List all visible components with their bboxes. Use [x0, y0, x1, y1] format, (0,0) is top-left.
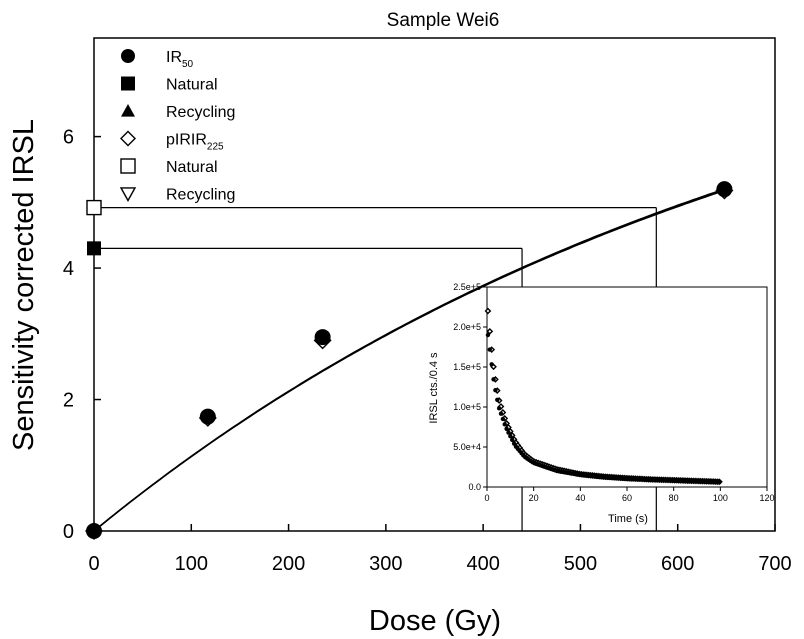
x-axis-label: Dose (Gy) — [369, 605, 501, 637]
inset-y-tick-label: 1.5e+5 — [453, 362, 481, 372]
ir50-point — [716, 181, 733, 198]
inset-ir50-point — [493, 388, 498, 393]
inset-pirir225-point — [484, 307, 492, 315]
inset-ir50-point — [496, 406, 502, 411]
legend-marker — [119, 187, 137, 202]
ir50-natural-point — [87, 241, 101, 256]
legend-label: Recycling — [166, 187, 235, 204]
legend-label: pIRIR225 — [166, 132, 224, 153]
inset-ir50-point — [498, 411, 504, 416]
inset-x-tick-label: 20 — [529, 493, 539, 503]
ir50-point — [86, 523, 102, 539]
inset-ir50-point — [510, 437, 515, 443]
inset-x-tick-label: 100 — [713, 493, 728, 503]
chart-title: Sample Wei6 — [387, 10, 500, 31]
inset-x-tick-label: 40 — [575, 493, 585, 503]
pirir225-natural-point — [86, 199, 102, 216]
legend-marker — [120, 130, 136, 147]
x-tick-label: 200 — [272, 553, 305, 575]
legend-label-text: Natural — [166, 159, 218, 176]
x-tick-label: 100 — [175, 553, 208, 575]
legend: IR50 Natural Recycling pIRIR225 Natural Recyc… — [119, 49, 235, 204]
x-tick-label: 0 — [88, 553, 99, 575]
x-tick-label: 700 — [758, 553, 791, 575]
inset-ir50-point — [502, 422, 507, 427]
x-tick-label: 500 — [564, 553, 597, 575]
fit-curve — [93, 189, 725, 532]
inset-chart: 0 20 40 60 80 100 120 0.0 5.0e+4 1.0e+5 1.5e+5 2.0e… — [428, 282, 775, 525]
x-tick-label: 400 — [466, 553, 499, 575]
x-tick-label: 600 — [661, 553, 694, 575]
y-axis-label: Sensitivity corrected IRSL — [8, 119, 40, 451]
legend-label-text: Recycling — [166, 104, 235, 121]
inset-x-tick-label: 60 — [622, 493, 632, 503]
inset-x-tick-label: 120 — [759, 493, 774, 503]
legend-marker — [121, 104, 135, 117]
inset-ir50-point — [504, 426, 509, 432]
y-tick-label: 6 — [63, 127, 74, 149]
inset-ir50-point — [491, 377, 496, 382]
inset-y-tick-label: 1.0e+5 — [453, 402, 481, 412]
inset-ir50-point — [717, 479, 722, 485]
y-tick-label: 4 — [63, 258, 74, 280]
legend-label: Natural — [166, 77, 218, 94]
y-tick-label: 2 — [63, 390, 74, 412]
inset-x-axis-label: Time (s) — [608, 513, 648, 525]
inset-y-tick-label: 2.0e+5 — [453, 322, 481, 332]
legend-label-text: IR — [166, 49, 182, 66]
legend-label-subscript: 225 — [207, 142, 224, 153]
inset-ir50-point — [495, 397, 500, 402]
ir50-point — [314, 329, 331, 346]
inset-x-tick-label: 0 — [484, 493, 489, 503]
legend-marker — [120, 158, 136, 174]
inset-ir50-point — [485, 332, 491, 338]
legend-label-subscript: 50 — [182, 59, 194, 70]
ir50-point — [199, 408, 216, 425]
inset-ir50-point — [506, 430, 511, 435]
legend-label: IR50 — [166, 49, 194, 70]
inset-ir50-point — [489, 362, 494, 367]
inset-y-tick-label: 5.0e+4 — [453, 442, 481, 452]
legend-marker — [121, 76, 135, 91]
inset-y-tick-label: 0.0 — [468, 482, 481, 492]
legend-label-text: Natural — [166, 77, 218, 94]
y-tick-label: 0 — [63, 521, 74, 543]
inset-ir50-point — [500, 416, 506, 422]
inset-ir50-point — [487, 347, 492, 352]
inset-ir50-point — [508, 434, 513, 439]
inset-plot-area — [486, 286, 768, 488]
legend-label: Recycling — [166, 104, 235, 121]
inset-y-tick-label: 2.5e+5 — [453, 282, 481, 292]
inset-y-axis-label: IRSL cts./0.4 s — [428, 352, 440, 424]
legend-label-text: pIRIR — [166, 132, 207, 149]
legend-marker — [121, 49, 135, 63]
legend-label-text: Recycling — [166, 187, 235, 204]
inset-pirir225-point — [486, 327, 494, 335]
inset-x-tick-label: 80 — [669, 493, 679, 503]
legend-label: Natural — [166, 159, 218, 176]
x-tick-label: 300 — [369, 553, 402, 575]
